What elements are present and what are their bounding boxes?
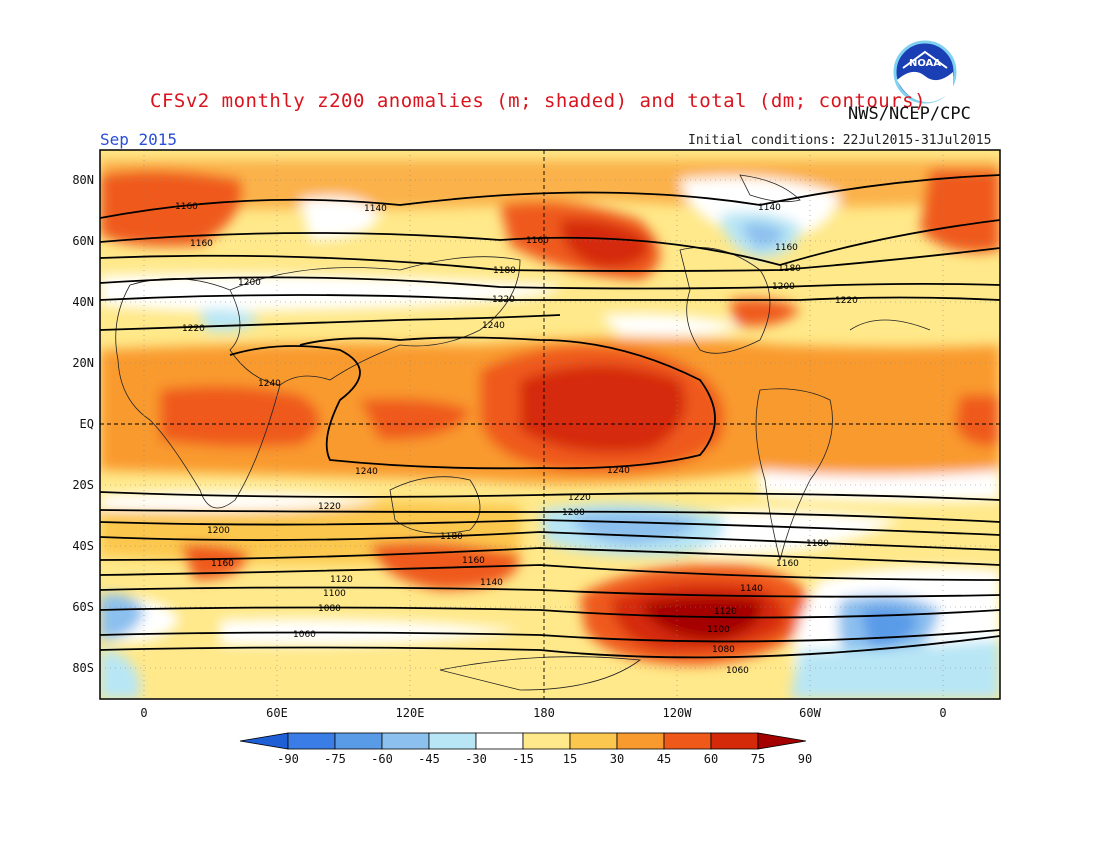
- contour-label: 1240: [355, 467, 378, 477]
- contour-label: 1140: [740, 584, 763, 594]
- contour-label-group: 1160 1160 1140 1160 1180 1200 1220 1240 …: [175, 202, 858, 676]
- contour-label: 1180: [493, 266, 516, 276]
- colorbar-swatch: [663, 732, 712, 750]
- contour-label: 1200: [207, 526, 230, 536]
- lat-tick: 40S: [72, 539, 94, 553]
- contour-label: 1220: [318, 502, 341, 512]
- contour-label: 1200: [562, 508, 585, 518]
- lat-tick: 80S: [72, 661, 94, 675]
- lon-tick: 60E: [266, 706, 288, 720]
- lat-tick: 80N: [72, 173, 94, 187]
- lon-tick: 60W: [799, 706, 821, 720]
- shaded-anomalies: [100, 150, 1000, 699]
- colorbar-label: -60: [371, 752, 393, 766]
- longitude-labels: 0 60E 120E 180 120W 60W 0: [140, 706, 946, 720]
- contour-label: 1220: [182, 324, 205, 334]
- lon-tick: 0: [939, 706, 946, 720]
- colorbar-swatch: [475, 732, 524, 750]
- colorbar-swatch: [569, 732, 618, 750]
- contour-label: 1180: [778, 264, 801, 274]
- lat-tick: 20S: [72, 478, 94, 492]
- contour-label: 1240: [258, 379, 281, 389]
- contour-label: 1080: [712, 645, 735, 655]
- contour-label: 1160: [190, 239, 213, 249]
- contour-label: 1200: [238, 278, 261, 288]
- forecast-month: Sep 2015: [100, 130, 178, 149]
- colorbar-swatch: [287, 732, 336, 750]
- contour-label: 1240: [607, 466, 630, 476]
- lon-tick: 180: [533, 706, 555, 720]
- lon-tick: 0: [140, 706, 147, 720]
- noaa-logo-text: NOAA: [909, 58, 941, 69]
- contour-label: 1220: [568, 493, 591, 503]
- contour-label: 1140: [480, 578, 503, 588]
- contour-label: 1160: [462, 556, 485, 566]
- contour-label: 1220: [492, 295, 515, 305]
- contour-label: 1060: [726, 666, 749, 676]
- contour-label: 1060: [293, 630, 316, 640]
- colorbar-label: 90: [798, 752, 812, 766]
- colorbar: -90 -75 -60 -45 -30 -15 15 30 45 60 75 90: [239, 732, 812, 766]
- ic-value: 22Jul2015-31Jul2015: [842, 133, 992, 148]
- contour-label: 1240: [482, 321, 505, 331]
- contour-label: 1160: [776, 559, 799, 569]
- colorbar-label: -90: [277, 752, 299, 766]
- colorbar-swatch: [522, 732, 571, 750]
- colorbar-label: -45: [418, 752, 440, 766]
- lat-tick: 20N: [72, 356, 94, 370]
- contour-label: 1140: [364, 204, 387, 214]
- colorbar-swatch: [710, 732, 759, 750]
- contour-label: 1080: [318, 604, 341, 614]
- lat-tick: EQ: [80, 417, 94, 431]
- colorbar-arrow-high: [757, 732, 807, 750]
- contour-label: 1200: [772, 282, 795, 292]
- noaa-logo: NOAA: [893, 40, 957, 104]
- contour-label: 1180: [440, 532, 463, 542]
- latitude-labels: 80N 60N 40N 20N EQ 20S 40S 60S 80S: [72, 173, 94, 675]
- contour-label: 1180: [806, 539, 829, 549]
- colorbar-label: 60: [704, 752, 718, 766]
- colorbar-arrow-low: [239, 732, 289, 750]
- colorbar-label: 75: [751, 752, 765, 766]
- colorbar-label: 15: [563, 752, 577, 766]
- lon-tick: 120E: [396, 706, 425, 720]
- lat-tick: 60S: [72, 600, 94, 614]
- colorbar-label: -75: [324, 752, 346, 766]
- contour-label: 1160: [526, 236, 549, 246]
- contour-label: 1160: [175, 202, 198, 212]
- height-contours: [100, 174, 1000, 659]
- colorbar-label: 30: [610, 752, 624, 766]
- colorbar-swatch: [428, 732, 477, 750]
- contour-label: 1100: [707, 625, 730, 635]
- contour-label: 1120: [714, 607, 737, 617]
- contour-label: 1140: [758, 203, 781, 213]
- colorbar-label: -30: [465, 752, 487, 766]
- colorbar-label: 45: [657, 752, 671, 766]
- ic-label: Initial conditions:: [688, 133, 837, 148]
- initial-conditions: Initial conditions: 22Jul2015-31Jul2015: [682, 133, 991, 148]
- contour-label: 1100: [323, 589, 346, 599]
- contour-label: 1220: [835, 296, 858, 306]
- map-title: CFSv2 monthly z200 anomalies (m; shaded)…: [150, 90, 927, 112]
- colorbar-swatch: [616, 732, 665, 750]
- lon-tick: 120W: [663, 706, 693, 720]
- contour-label: 1120: [330, 575, 353, 585]
- colorbar-swatch: [334, 732, 383, 750]
- contour-label: 1160: [775, 243, 798, 253]
- colorbar-label: -15: [512, 752, 534, 766]
- lat-tick: 60N: [72, 234, 94, 248]
- colorbar-swatch: [381, 732, 430, 750]
- agency-label: NWS/NCEP/CPC: [848, 104, 971, 124]
- contour-label: 1160: [211, 559, 234, 569]
- lat-tick: 40N: [72, 295, 94, 309]
